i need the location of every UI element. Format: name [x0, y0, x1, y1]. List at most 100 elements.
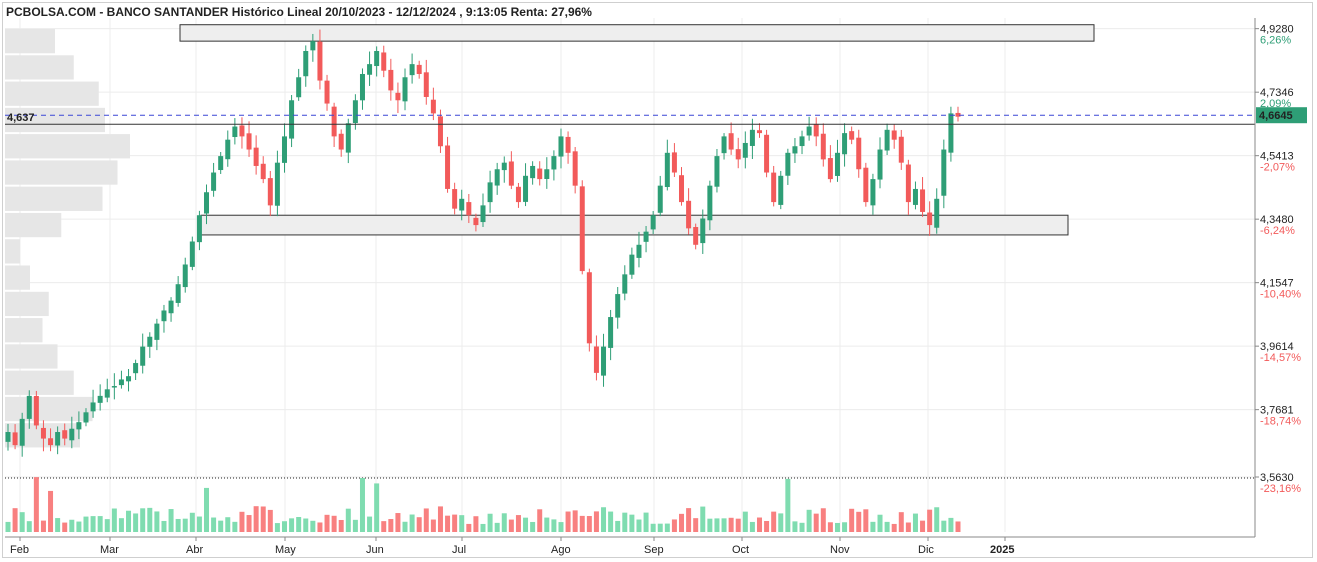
volume-bar — [608, 511, 614, 532]
candle-body — [693, 227, 699, 245]
candle-body — [515, 186, 521, 203]
volume-bar — [735, 518, 741, 532]
volume-profile-bar — [5, 291, 49, 317]
volume-bar — [55, 518, 61, 532]
candle-body — [657, 185, 663, 213]
candle-body — [714, 156, 720, 187]
candle-body — [459, 198, 465, 211]
volume-bar — [466, 523, 472, 532]
candle-body — [111, 386, 117, 388]
grid-lines — [5, 18, 1255, 532]
candle-body — [381, 52, 387, 71]
y-tick-label: 4,9280 — [1260, 24, 1294, 36]
candle-body — [565, 136, 571, 153]
candle-body — [636, 244, 642, 258]
volume-bar — [579, 515, 585, 532]
candle-body — [154, 323, 160, 340]
candle-body — [416, 64, 422, 74]
candle-body — [274, 162, 280, 206]
candle-body — [204, 192, 210, 214]
volume-bar — [905, 522, 911, 532]
volume-bar — [870, 521, 876, 532]
candle-body — [622, 274, 628, 294]
x-tick-label: 2025 — [990, 544, 1014, 556]
candle-body — [76, 422, 82, 430]
volume-bar — [799, 522, 805, 532]
candle-body — [537, 168, 543, 180]
candle-body — [778, 175, 784, 205]
candle-body — [62, 430, 68, 439]
y-tick-percent: -2,07% — [1260, 162, 1295, 174]
candle-body — [508, 161, 514, 186]
x-tick-label: Abr — [186, 544, 203, 556]
volume-bar — [572, 510, 578, 532]
volume-bar — [33, 477, 39, 532]
x-tick-label: Ago — [551, 544, 571, 556]
volume-bar — [225, 517, 231, 532]
volume-bar — [83, 516, 89, 532]
volume-bar — [111, 508, 117, 532]
candle-body — [601, 346, 607, 376]
last-price-tag — [1256, 107, 1307, 124]
volume-bar — [778, 513, 784, 532]
reference-line-label: 4,637 — [7, 112, 35, 124]
candle-body — [260, 163, 266, 180]
candle-body — [834, 152, 840, 176]
candle-body — [48, 438, 54, 446]
candle-body — [310, 41, 316, 51]
volume-bar — [69, 519, 75, 532]
volume-profile-bar — [5, 107, 105, 133]
volume-bar — [430, 519, 436, 532]
candle-body — [799, 136, 805, 147]
volume-bar — [196, 516, 202, 532]
volume-bar — [756, 517, 762, 532]
volume-bar — [508, 519, 514, 532]
candle-body — [544, 169, 550, 179]
volume-bar — [856, 511, 862, 532]
volume-profile-bar — [5, 265, 30, 290]
volume-bar — [664, 523, 670, 532]
candle-body — [870, 179, 876, 206]
volume-bar — [827, 522, 833, 532]
volume-bar — [381, 521, 387, 532]
y-tick-percent: -10,40% — [1260, 289, 1301, 301]
candle-body — [827, 158, 833, 180]
candle-body — [749, 129, 755, 146]
candle-body — [905, 164, 911, 203]
candle-body — [523, 175, 529, 202]
candle-body — [40, 427, 46, 439]
volume-profile-bar — [5, 344, 58, 369]
last-price-label: 4,6645 — [1259, 110, 1293, 122]
volume-bar — [749, 521, 755, 532]
candle-body — [345, 123, 351, 153]
volume-bar — [324, 514, 330, 532]
y-tick-percent: -14,57% — [1260, 352, 1301, 364]
candle-body — [232, 126, 238, 138]
candle-body — [303, 50, 309, 77]
candle-body — [133, 363, 139, 374]
volume-bar — [409, 514, 415, 532]
volume-profile-bar — [5, 370, 74, 395]
volume-bar — [877, 514, 883, 532]
y-tick-percent: -23,16% — [1260, 483, 1301, 495]
candle-body — [494, 169, 500, 186]
candle-body — [934, 198, 940, 228]
reference-lines: 4,637 — [5, 112, 1255, 125]
candle-body — [813, 124, 819, 137]
candle-body — [707, 185, 713, 221]
price-zone — [179, 24, 1095, 42]
volume-bar — [586, 516, 592, 532]
candle-body — [402, 77, 408, 102]
volume-bar — [898, 512, 904, 532]
volume-bar — [927, 509, 933, 532]
volume-bar — [615, 520, 621, 532]
candle-body — [281, 136, 287, 163]
candle-body — [331, 106, 337, 137]
volume-bar — [345, 508, 351, 532]
candle-body — [891, 130, 897, 140]
volume-bar — [76, 521, 82, 532]
candle-body — [785, 152, 791, 176]
volume-bar — [402, 521, 408, 532]
candle-body — [842, 133, 848, 155]
